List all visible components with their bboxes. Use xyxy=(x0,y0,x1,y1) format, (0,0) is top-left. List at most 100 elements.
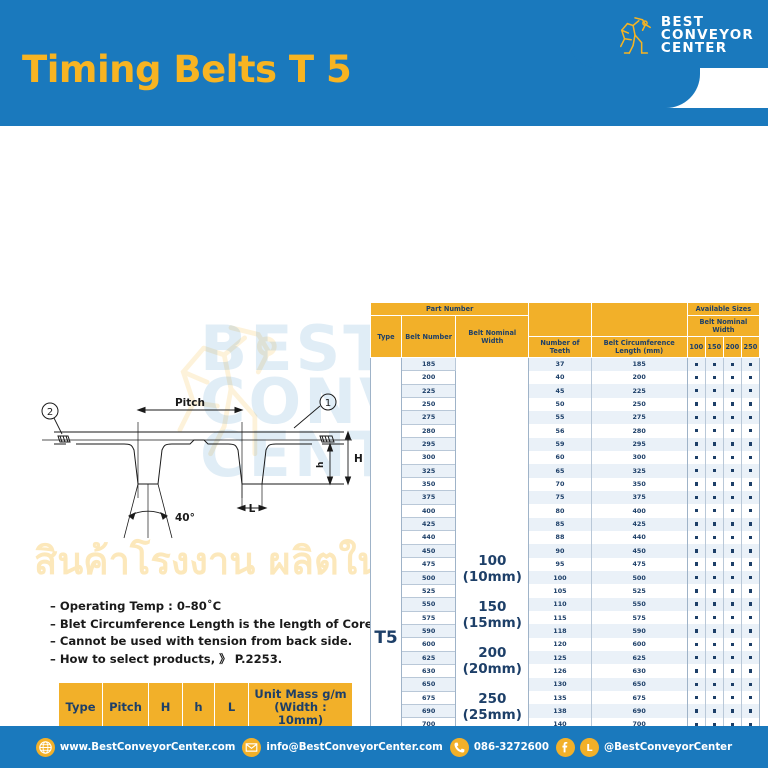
table-head-row-3: Number of Teeth Belt Circumference Lengt… xyxy=(371,336,761,358)
spec-header-unit-mass-line1: Unit Mass g/m xyxy=(254,687,347,701)
header-col-belt-nominal-width: Belt Nominal Width xyxy=(455,315,530,358)
cell-number-of-teeth: 37 xyxy=(528,356,592,371)
cell-circumference-length: 225 xyxy=(590,384,688,398)
cell-number-of-teeth: 65 xyxy=(528,464,592,478)
cell-available-100 xyxy=(686,477,706,491)
spec-header-type: Type xyxy=(58,682,103,733)
cell-available-150 xyxy=(704,597,724,612)
width-option-size: 250 xyxy=(478,690,507,707)
cell-available-200 xyxy=(722,637,742,652)
cell-available-200 xyxy=(722,464,742,478)
footer-phone-text: 086-3272600 xyxy=(473,741,549,753)
availability-marker-icon xyxy=(694,415,698,420)
table-row: 295 59 295 xyxy=(371,437,761,452)
cell-available-200 xyxy=(722,504,742,518)
availability-marker-icon xyxy=(730,429,735,433)
cell-available-150 xyxy=(704,530,724,545)
width-option-size: 150 xyxy=(478,598,507,615)
header-group-belt-nominal-width: Belt Nominal Width xyxy=(686,315,761,337)
cell-number-of-teeth: 118 xyxy=(528,624,592,638)
availability-marker-icon xyxy=(694,695,698,700)
cell-number-of-teeth: 40 xyxy=(528,370,592,385)
availability-marker-icon xyxy=(730,669,735,673)
cell-available-150 xyxy=(704,437,724,451)
table-row: 225 45 225 xyxy=(371,383,761,399)
availability-marker-icon xyxy=(712,682,716,686)
table-row: 300 60 300 xyxy=(371,450,761,465)
availability-marker-icon xyxy=(712,615,716,620)
availability-marker-icon xyxy=(730,549,735,553)
availability-marker-icon xyxy=(748,495,753,500)
availability-marker-icon xyxy=(730,495,735,500)
cell-available-150 xyxy=(704,651,724,665)
cell-circumference-length: 425 xyxy=(590,517,688,531)
table-row: 550 110 550 xyxy=(371,597,761,612)
availability-marker-icon xyxy=(748,589,753,593)
footer-email-text: info@BestConveyorCenter.com xyxy=(266,741,443,753)
diagram-label-H: H xyxy=(354,453,363,465)
cell-available-200 xyxy=(722,611,742,625)
width-option-mm: (10mm) xyxy=(462,568,522,585)
footer-website-text: www.BestConveyorCenter.com xyxy=(59,741,236,753)
availability-marker-icon xyxy=(748,642,753,646)
availability-marker-icon xyxy=(748,695,753,700)
cell-number-of-teeth: 60 xyxy=(528,450,592,465)
cell-belt-number: 590 xyxy=(401,623,457,639)
cell-available-200 xyxy=(722,571,742,585)
cell-circumference-length: 590 xyxy=(590,624,688,638)
spec-header-H: H xyxy=(148,682,183,733)
table-row: 350 70 350 xyxy=(371,477,761,492)
availability-marker-icon xyxy=(694,469,698,473)
cell-available-100 xyxy=(686,424,706,438)
availability-marker-icon xyxy=(748,402,753,406)
cell-available-150 xyxy=(704,450,724,465)
cell-number-of-teeth: 110 xyxy=(528,597,592,612)
cell-belt-number: 425 xyxy=(401,517,457,532)
cell-belt-number: 400 xyxy=(401,503,457,519)
cell-available-200 xyxy=(722,450,742,465)
table-row: 475 95 475 xyxy=(371,557,761,572)
cell-available-100 xyxy=(686,704,706,718)
availability-marker-icon xyxy=(712,589,716,593)
availability-marker-icon xyxy=(694,722,698,726)
cell-available-150 xyxy=(704,384,724,398)
availability-marker-icon xyxy=(712,695,716,700)
availability-marker-icon xyxy=(730,402,735,406)
cell-available-200 xyxy=(722,677,742,692)
availability-marker-icon xyxy=(694,682,698,686)
cell-available-200 xyxy=(722,490,742,505)
cell-available-150 xyxy=(704,557,724,571)
availability-marker-icon xyxy=(730,575,735,580)
availability-marker-icon xyxy=(694,495,698,500)
diagram-label-angle: 40° xyxy=(175,512,195,524)
availability-marker-icon xyxy=(694,615,698,620)
spec-header-unit-mass-line2: (Width : 10mm) xyxy=(274,700,327,727)
availability-marker-icon xyxy=(712,562,716,566)
footer-social-text: @BestConveyorCenter xyxy=(603,741,733,753)
availability-marker-icon xyxy=(712,575,716,580)
cell-available-100 xyxy=(686,517,706,531)
availability-marker-icon xyxy=(694,575,698,580)
cell-available-150 xyxy=(704,397,724,411)
footer-website[interactable]: www.BestConveyorCenter.com xyxy=(35,737,236,757)
cell-available-200 xyxy=(722,584,742,598)
availability-marker-icon xyxy=(748,522,753,526)
cell-belt-number: 295 xyxy=(401,437,457,452)
width-option: 100 (10mm) xyxy=(456,553,528,585)
cell-number-of-teeth: 135 xyxy=(528,691,592,705)
cell-available-100 xyxy=(686,450,706,465)
cell-available-100 xyxy=(686,397,706,411)
header-col-circumference: Belt Circumference Length (mm) xyxy=(590,336,688,358)
cell-available-100 xyxy=(686,651,706,665)
cell-available-250 xyxy=(740,517,761,531)
footer-phone[interactable]: 086-3272600 xyxy=(449,737,549,757)
width-option-size: 200 xyxy=(478,644,507,661)
cell-available-250 xyxy=(740,370,761,385)
availability-marker-icon xyxy=(694,402,698,406)
header-col-number-of-teeth: Number of Teeth xyxy=(528,336,592,358)
availability-marker-icon xyxy=(730,522,735,526)
footer-social[interactable]: L @BestConveyorCenter xyxy=(555,737,733,757)
footer-email[interactable]: info@BestConveyorCenter.com xyxy=(242,737,443,757)
diagram-label-pitch: Pitch xyxy=(175,397,205,409)
cell-belt-number: 650 xyxy=(401,677,457,692)
